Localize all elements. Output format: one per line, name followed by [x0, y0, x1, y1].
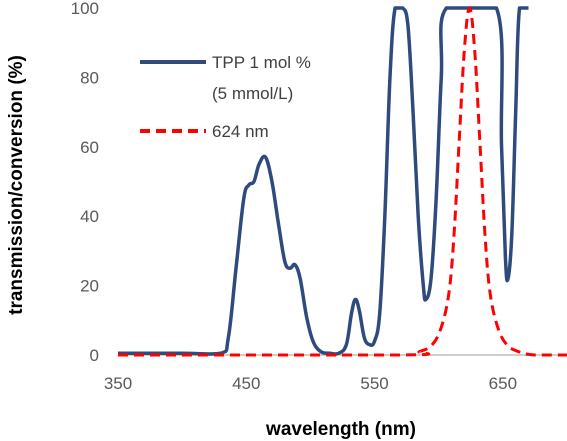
y-tick-label: 0 — [90, 346, 99, 365]
y-axis: 0 20 40 60 80 100 — [71, 0, 99, 365]
series-line-624nm — [118, 6, 567, 357]
legend-label-tpp-line2: (5 mmol/L) — [212, 84, 293, 103]
y-tick-label: 100 — [71, 0, 99, 18]
legend: TPP 1 mol % (5 mmol/L) 624 nm — [140, 53, 311, 141]
series-layer — [118, 6, 567, 357]
x-tick-label: 450 — [232, 374, 260, 393]
x-tick-label: 650 — [489, 374, 517, 393]
legend-label-tpp-line1: TPP 1 mol % — [212, 53, 311, 72]
y-tick-label: 20 — [80, 277, 99, 296]
y-tick-label: 80 — [80, 68, 99, 87]
y-axis-title: transmission/conversion (%) — [6, 55, 27, 315]
x-axis: 350 450 550 650 — [104, 354, 567, 393]
series-line-tpp — [118, 6, 529, 356]
y-tick-label: 40 — [80, 207, 99, 226]
legend-label-624nm: 624 nm — [212, 122, 269, 141]
x-tick-label: 350 — [104, 374, 132, 393]
y-tick-label: 60 — [80, 138, 99, 157]
x-tick-label: 550 — [360, 374, 388, 393]
x-axis-title: wavelength (nm) — [265, 419, 416, 440]
